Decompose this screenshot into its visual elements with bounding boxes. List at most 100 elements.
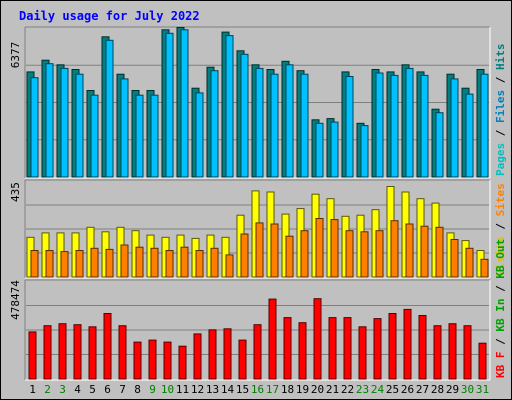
x-tick-label: 13 [206, 383, 219, 396]
bar-sites-day-11: Sites 11: 135 [180, 246, 189, 278]
bar-files-day-15: Files 15: 5250 [240, 53, 249, 178]
legend-item: Hits [494, 44, 507, 77]
bar-files-day-7: Files 7: 4200 [120, 78, 129, 178]
bar-sites-day-10: Sites 10: 120 [165, 250, 174, 278]
x-tick-label: 7 [119, 383, 126, 396]
bar-sites-day-1: Sites 1: 120 [30, 250, 39, 278]
bar-sites-day-21: Sites 21: 260 [330, 219, 339, 278]
bar-files-day-28: Files 28: 2750 [435, 112, 444, 178]
bar-sites-day-19: Sites 19: 210 [300, 230, 309, 278]
bar-files-day-22: Files 22: 4300 [345, 76, 354, 178]
legend-0: Pages / Files / Hits [494, 44, 507, 177]
bar-files-day-19: Files 19: 4400 [300, 73, 309, 178]
bar-files-day-9: Files 9: 3500 [150, 94, 159, 178]
legend-2: KB F / KB In / KB Out [494, 239, 507, 378]
bar-kb-f-day-26: KB F 26: 340000 [403, 308, 412, 380]
legend-1: Visits / Sites [494, 183, 507, 276]
x-tick-label: 18 [281, 383, 294, 396]
legend-item: / [494, 285, 507, 299]
bar-kb-f-day-10: KB F 10: 180000 [163, 341, 172, 380]
bar-kb-f-day-31: KB F 31: 175000 [478, 342, 487, 380]
x-tick-label: 4 [74, 383, 81, 396]
bar-sites-day-2: Sites 2: 120 [45, 250, 54, 278]
bar-sites-day-14: Sites 14: 100 [225, 254, 234, 278]
x-tick-label: 5 [89, 383, 96, 396]
bar-kb-f-day-22: KB F 22: 300000 [343, 317, 352, 380]
bar-files-day-10: Files 10: 6150 [165, 32, 174, 178]
bar-sites-day-22: Sites 22: 210 [345, 230, 354, 278]
bar-sites-day-25: Sites 25: 255 [390, 220, 399, 278]
x-tick-label: 9 [149, 383, 156, 396]
bar-files-day-1: Files 1: 4250 [30, 77, 39, 178]
bar-files-day-8: Files 8: 3500 [135, 94, 144, 178]
bar-sites-day-12: Sites 12: 120 [195, 250, 204, 278]
legend-item: / [494, 338, 507, 352]
bar-kb-f-day-7: KB F 7: 260000 [118, 325, 127, 380]
y-max-label-visits: 435 [9, 182, 22, 202]
x-tick-label: 30 [461, 383, 474, 396]
y-max-label-hits: 6377 [9, 42, 22, 69]
legend-item: / [494, 129, 507, 143]
legend-item: / [494, 76, 507, 90]
bar-files-day-13: Files 13: 4550 [210, 70, 219, 178]
bar-sites-day-20: Sites 20: 265 [315, 218, 324, 278]
bar-kb-f-day-9: KB F 9: 190000 [148, 339, 157, 380]
x-tick-label: 31 [476, 383, 489, 396]
bar-files-day-29: Files 29: 4200 [450, 78, 459, 178]
bar-sites-day-27: Sites 27: 230 [420, 225, 429, 278]
bar-sites-day-24: Sites 24: 210 [375, 230, 384, 278]
bar-sites-day-5: Sites 5: 130 [90, 247, 99, 278]
x-tick-label: 12 [191, 383, 204, 396]
bar-sites-day-26: Sites 26: 240 [405, 223, 414, 278]
bar-files-day-14: Files 14: 6050 [225, 35, 234, 178]
bar-kb-f-day-29: KB F 29: 270000 [448, 323, 457, 380]
x-axis-labels: 1 2 3 4 5 6 7 8 9 10 11 12 13 14 15 16 17 18 19 20 21 22 23 24 2… [29, 383, 489, 396]
bar-sites-day-29: Sites 29: 170 [450, 239, 459, 278]
bar-kb-f-day-11: KB F 11: 160000 [178, 345, 187, 380]
bar-kb-f-day-1: KB F 1: 230000 [28, 331, 37, 380]
y-max-label-kb: 478474 [9, 280, 22, 320]
x-tick-label: 1 [29, 383, 36, 396]
bar-files-day-12: Files 12: 3600 [195, 92, 204, 178]
bar-kb-f-day-30: KB F 30: 260000 [463, 325, 472, 380]
bar-kb-f-day-3: KB F 3: 270000 [58, 323, 67, 380]
bar-kb-f-day-23: KB F 23: 255000 [358, 326, 367, 380]
y-axis-labels: 6377 435 478474 [9, 42, 22, 320]
x-tick-label: 19 [296, 383, 309, 396]
bar-files-day-18: Files 18: 4800 [285, 64, 294, 178]
x-tick-label: 22 [341, 383, 354, 396]
x-tick-label: 27 [416, 383, 429, 396]
bar-files-day-17: Files 17: 4400 [270, 73, 279, 178]
bar-sites-day-31: Sites 31: 80 [480, 258, 489, 278]
bar-sites-day-18: Sites 18: 185 [285, 235, 294, 278]
bar-sites-day-8: Sites 8: 135 [135, 246, 144, 278]
x-tick-label: 14 [221, 383, 235, 396]
x-tick-label: 15 [236, 383, 249, 396]
bar-kb-f-day-19: KB F 19: 275000 [298, 322, 307, 380]
bar-kb-f-day-16: KB F 16: 265000 [253, 324, 262, 380]
bar-kb-f-day-17: KB F 17: 390000 [268, 298, 277, 380]
bar-sites-day-28: Sites 28: 225 [435, 226, 444, 278]
x-tick-label: 25 [386, 383, 399, 396]
bar-files-day-11: Files 11: 6300 [180, 29, 189, 178]
bar-kb-f-day-25: KB F 25: 320000 [388, 313, 397, 380]
bar-kb-f-day-8: KB F 8: 180000 [133, 341, 142, 380]
x-tick-label: 20 [311, 383, 324, 396]
chart-title: Daily usage for July 2022 [19, 9, 200, 23]
legend-item: Visits [494, 236, 507, 276]
x-tick-label: 8 [134, 383, 141, 396]
x-tick-label: 11 [176, 383, 189, 396]
bar-sites-day-15: Sites 15: 195 [240, 233, 249, 278]
bar-sites-day-17: Sites 17: 240 [270, 223, 279, 278]
bar-sites-day-3: Sites 3: 115 [60, 251, 69, 278]
x-tick-label: 29 [446, 383, 459, 396]
bar-sites-day-7: Sites 7: 145 [120, 244, 129, 278]
x-tick-label: 10 [161, 383, 174, 396]
bar-sites-day-6: Sites 6: 125 [105, 248, 114, 278]
bar-files-day-20: Files 20: 2300 [315, 122, 324, 178]
legend-item: Pages [494, 143, 507, 176]
bar-files-day-24: Files 24: 4450 [375, 72, 384, 178]
bar-kb-f-day-20: KB F 20: 392000 [313, 298, 322, 380]
